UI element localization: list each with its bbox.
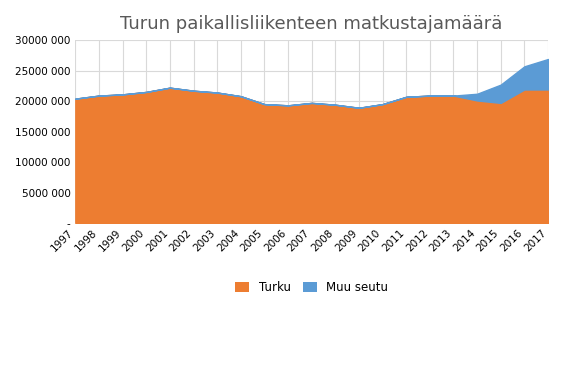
Legend: Turku, Muu seutu: Turku, Muu seutu <box>235 281 388 294</box>
Title: Turun paikallisliikenteen matkustajamäärä: Turun paikallisliikenteen matkustajamäär… <box>120 15 503 33</box>
